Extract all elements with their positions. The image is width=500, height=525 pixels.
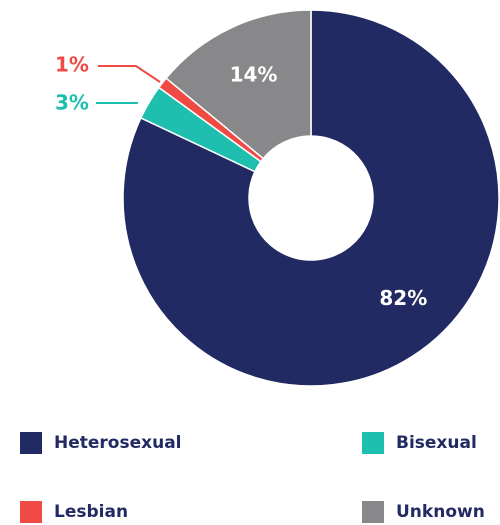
- slice: [165, 9, 312, 160]
- data-label: 82%: [379, 286, 427, 310]
- data-labels: 82% 3% 1% 14%: [55, 53, 427, 310]
- legend-swatch: [20, 501, 42, 523]
- legend-swatch: [20, 432, 42, 454]
- data-label: 1%: [55, 53, 89, 77]
- legend-swatch: [362, 432, 384, 454]
- donut: [122, 9, 500, 387]
- leader-line: [98, 65, 161, 83]
- legend-label: Heterosexual: [54, 433, 182, 453]
- legend-label: Bisexual: [396, 433, 477, 453]
- legend-label: Lesbian: [54, 502, 128, 522]
- legend-label: Unknown: [396, 502, 485, 522]
- data-label: 3%: [55, 91, 89, 115]
- data-label: 14%: [230, 62, 278, 86]
- legend-swatch: [362, 501, 384, 523]
- legend: Heterosexual Bisexual Lesbian Unknown: [20, 432, 485, 523]
- slice: [122, 9, 500, 387]
